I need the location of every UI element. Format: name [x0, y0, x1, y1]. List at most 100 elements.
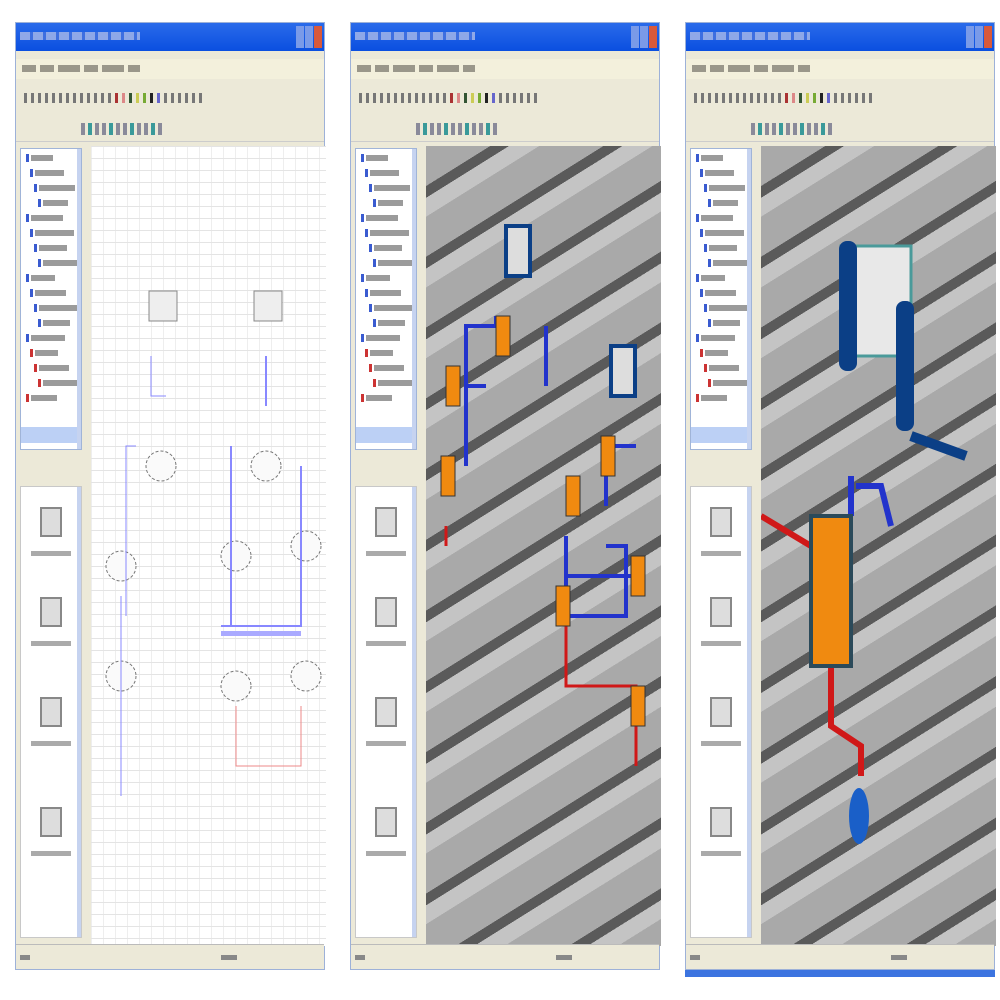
- tree-item[interactable]: [366, 155, 388, 161]
- toolbar-button[interactable]: [478, 93, 481, 103]
- menu-item[interactable]: [128, 65, 140, 72]
- menu-item[interactable]: [692, 65, 706, 72]
- toolbar-button[interactable]: [109, 123, 113, 135]
- toolbar-button[interactable]: [158, 123, 162, 135]
- window-close-icon[interactable]: [984, 26, 992, 48]
- toolbar-button[interactable]: [52, 93, 55, 103]
- palette-item[interactable]: [31, 697, 71, 746]
- tree-item[interactable]: [366, 215, 398, 221]
- tree-item[interactable]: [366, 275, 390, 281]
- toolbar-button[interactable]: [485, 93, 488, 103]
- palette-item[interactable]: [701, 507, 741, 556]
- toolbar-button[interactable]: [66, 93, 69, 103]
- tree-selected-row[interactable]: [356, 427, 414, 443]
- toolbar-button[interactable]: [743, 93, 746, 103]
- tree-item[interactable]: [705, 170, 734, 176]
- minimize-button[interactable]: [631, 26, 639, 48]
- toolbar-button[interactable]: [806, 93, 809, 103]
- toolbar-button[interactable]: [151, 123, 155, 135]
- toolbar-button[interactable]: [479, 123, 483, 135]
- toolbar-button[interactable]: [94, 93, 97, 103]
- tree-item[interactable]: [35, 230, 74, 236]
- menu-item[interactable]: [728, 65, 750, 72]
- toolbar-button[interactable]: [520, 93, 523, 103]
- toolbar-button[interactable]: [408, 93, 411, 103]
- tree-scrollbar[interactable]: [747, 149, 751, 449]
- toolbar-button[interactable]: [834, 93, 837, 103]
- toolbar-button[interactable]: [792, 93, 795, 103]
- palette-scrollbar[interactable]: [412, 487, 416, 937]
- tree-item[interactable]: [370, 230, 409, 236]
- menu-item[interactable]: [710, 65, 724, 72]
- toolbar-button[interactable]: [800, 123, 804, 135]
- toolbar-button[interactable]: [869, 93, 872, 103]
- toolbar-button[interactable]: [116, 123, 120, 135]
- tree-item[interactable]: [709, 365, 739, 371]
- tree-item[interactable]: [705, 350, 728, 356]
- toolbar-button[interactable]: [59, 93, 62, 103]
- tree-item[interactable]: [31, 155, 53, 161]
- toolbar-button[interactable]: [799, 93, 802, 103]
- toolbar-button[interactable]: [144, 123, 148, 135]
- toolbar-button[interactable]: [359, 93, 362, 103]
- tree-item[interactable]: [701, 395, 727, 401]
- toolbar-button[interactable]: [471, 93, 474, 103]
- tree-item[interactable]: [370, 290, 401, 296]
- toolbar-button[interactable]: [778, 93, 781, 103]
- toolbar-button[interactable]: [443, 93, 446, 103]
- palette-item[interactable]: [366, 507, 406, 556]
- tree-item[interactable]: [39, 245, 67, 251]
- tree-item[interactable]: [39, 305, 77, 311]
- toolbar-button[interactable]: [437, 123, 441, 135]
- tree-item[interactable]: [713, 200, 738, 206]
- toolbar-button[interactable]: [171, 93, 174, 103]
- toolbar-button[interactable]: [807, 123, 811, 135]
- toolbar-button[interactable]: [772, 123, 776, 135]
- toolbar-button[interactable]: [793, 123, 797, 135]
- menu-item[interactable]: [40, 65, 54, 72]
- toolbar-button[interactable]: [715, 93, 718, 103]
- tree-item[interactable]: [709, 185, 745, 191]
- menu-item[interactable]: [463, 65, 475, 72]
- tree-item[interactable]: [31, 335, 65, 341]
- window-close-icon[interactable]: [314, 26, 322, 48]
- project-tree[interactable]: [355, 148, 417, 450]
- toolbar-button[interactable]: [722, 93, 725, 103]
- toolbar-button[interactable]: [486, 123, 490, 135]
- maximize-button[interactable]: [975, 26, 983, 48]
- toolbar-button[interactable]: [828, 123, 832, 135]
- toolbar-button[interactable]: [87, 93, 90, 103]
- tree-item[interactable]: [43, 320, 70, 326]
- tree-item[interactable]: [43, 200, 68, 206]
- toolbar-button[interactable]: [506, 93, 509, 103]
- tree-item[interactable]: [701, 275, 725, 281]
- toolbar-button[interactable]: [394, 93, 397, 103]
- toolbar-button[interactable]: [80, 93, 83, 103]
- toolbar-button[interactable]: [814, 123, 818, 135]
- tree-item[interactable]: [31, 395, 57, 401]
- tree-item[interactable]: [370, 350, 393, 356]
- toolbar-button[interactable]: [387, 93, 390, 103]
- toolbar-button[interactable]: [401, 93, 404, 103]
- toolbar-button[interactable]: [122, 93, 125, 103]
- tree-item[interactable]: [713, 260, 748, 266]
- tree-scrollbar[interactable]: [77, 149, 81, 449]
- palette-scrollbar[interactable]: [747, 487, 751, 937]
- palette-item[interactable]: [31, 807, 71, 856]
- palette-item[interactable]: [701, 807, 741, 856]
- toolbar-button[interactable]: [841, 93, 844, 103]
- tree-item[interactable]: [705, 230, 744, 236]
- toolbar-button[interactable]: [199, 93, 202, 103]
- toolbar-button[interactable]: [81, 123, 85, 135]
- menu-item[interactable]: [798, 65, 810, 72]
- toolbar-button[interactable]: [751, 123, 755, 135]
- toolbar-button[interactable]: [130, 123, 134, 135]
- toolbar-button[interactable]: [137, 123, 141, 135]
- toolbar-button[interactable]: [779, 123, 783, 135]
- toolbar-button[interactable]: [527, 93, 530, 103]
- toolbar-button[interactable]: [178, 93, 181, 103]
- toolbar-button[interactable]: [436, 93, 439, 103]
- toolbar-button[interactable]: [451, 123, 455, 135]
- toolbar-button[interactable]: [38, 93, 41, 103]
- toolbar-button[interactable]: [499, 93, 502, 103]
